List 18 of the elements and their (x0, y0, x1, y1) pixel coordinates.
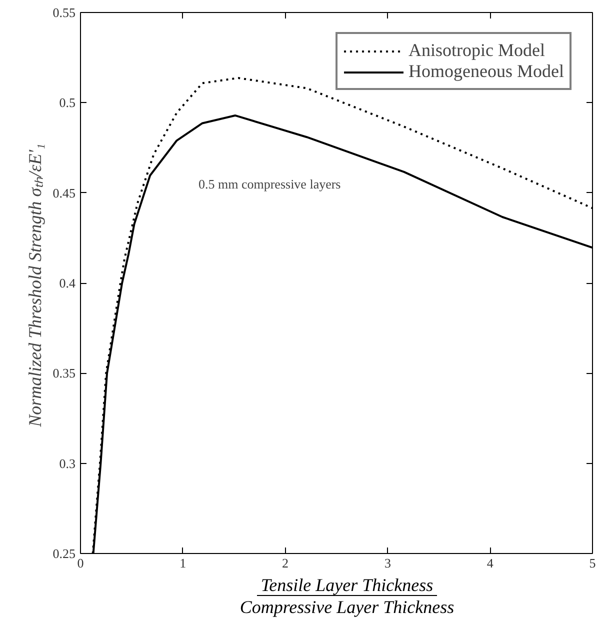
y-tick-label: 0.35 (52, 366, 76, 381)
y-tick-label: 0.5 (59, 95, 76, 110)
y-tick-label: 0.3 (59, 456, 76, 471)
x-tick-label: 3 (384, 556, 391, 570)
legend-label: Anisotropic Model (408, 40, 546, 61)
y-tick-label: 0.55 (52, 5, 76, 20)
x-tick-label: 1 (180, 556, 186, 570)
x-tick-label: 0 (77, 556, 84, 570)
x-axis-title: Tensile Layer Thickness Compressive Layer Thickness (238, 575, 456, 618)
y-tick-label: 0.45 (52, 185, 76, 200)
x-tick-label: 4 (486, 556, 494, 570)
y-axis-title: Normalized Threshold Strength σₜₕ/εE'₁ (24, 144, 45, 428)
x-tick-label: 5 (589, 556, 596, 570)
legend-label: Homogeneous Model (408, 61, 564, 82)
y-tick-label: 0.4 (59, 276, 76, 290)
y-tick-label: 0.25 (52, 546, 76, 561)
x-tick-label: 2 (282, 556, 289, 570)
annotation: 0.5 mm compressive layers (198, 176, 341, 192)
